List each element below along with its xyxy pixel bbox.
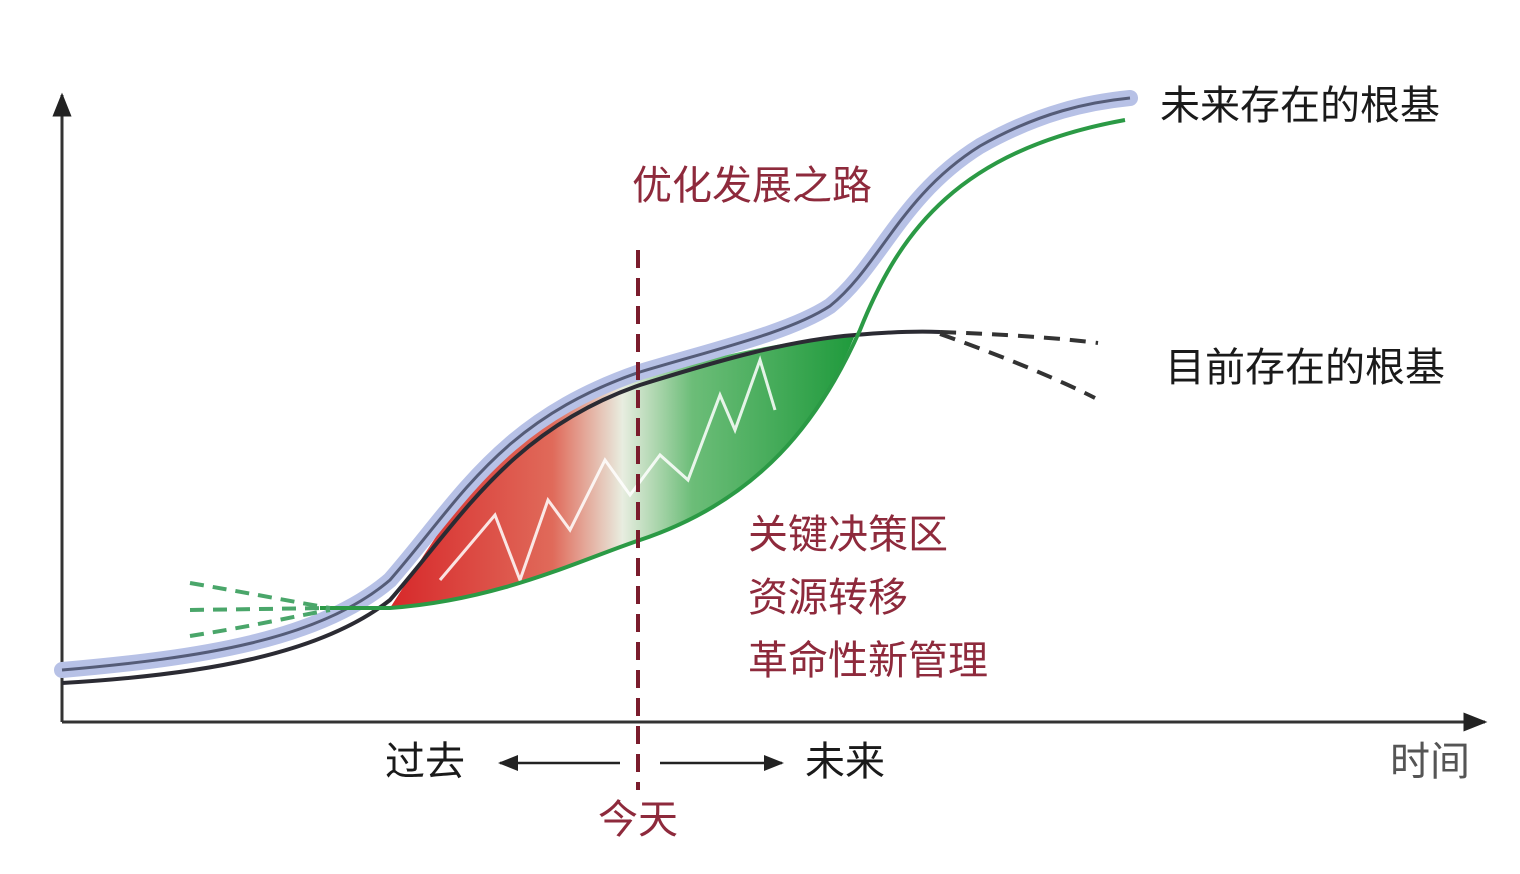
past-label: 过去: [385, 739, 465, 785]
optimization-label: 优化发展之路: [632, 163, 872, 209]
today-label: 今天: [598, 797, 678, 843]
future-curve: [61, 96, 1131, 672]
decision-zone: [390, 335, 855, 608]
zone-label: 革命性新管理: [748, 638, 988, 684]
green-curve: [320, 118, 1126, 610]
time-label: 时间: [1390, 739, 1470, 785]
green-dashes: [189, 581, 331, 638]
curve-label: 未来存在的根基: [1160, 83, 1440, 129]
zigzag: [438, 355, 777, 585]
current-curve-dashed: [939, 332, 1096, 400]
future-curve-glow: [54, 90, 1138, 678]
future-label: 未来: [805, 739, 885, 785]
current-curve: [61, 329, 941, 685]
zone-label: 关键决策区: [748, 512, 948, 558]
zone-label: 资源转移: [748, 575, 908, 621]
curve-label: 目前存在的根基: [1165, 345, 1445, 391]
current-curve-dashed: [939, 330, 1099, 345]
